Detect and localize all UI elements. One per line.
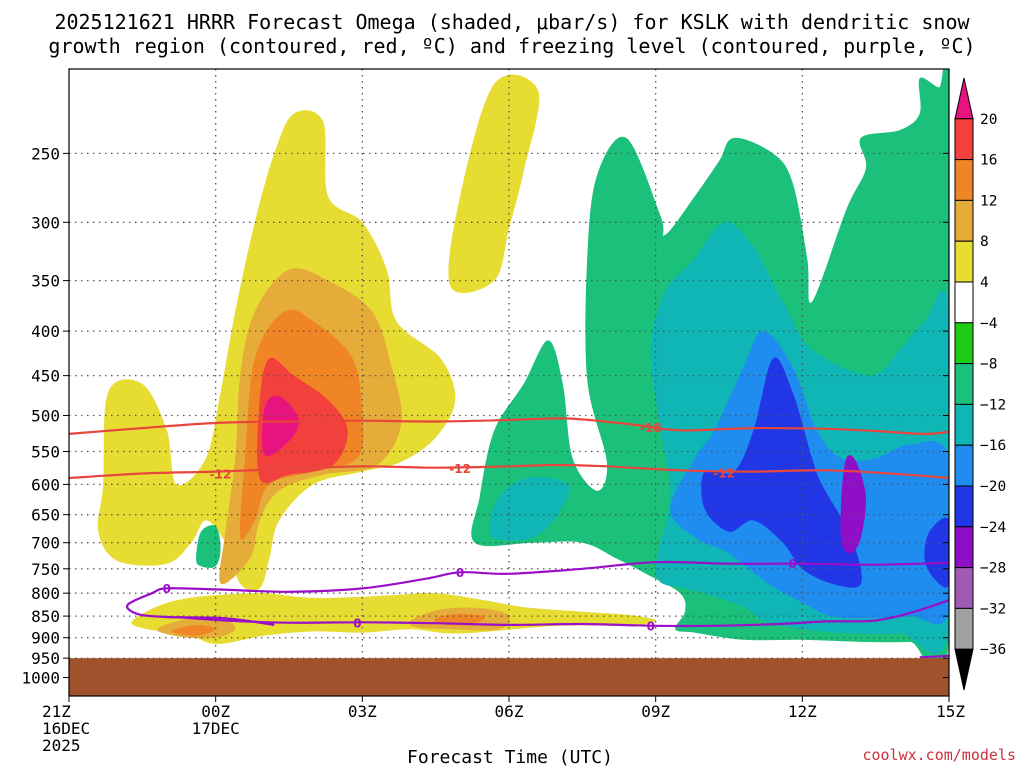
y-tick-label-400: 400: [31, 322, 60, 341]
x-axis-title: Forecast Time (UTC): [407, 747, 613, 768]
omega-region-15: [489, 477, 570, 541]
colorbar-segment-10: [954, 485, 974, 528]
colorbar-label-12: −32: [980, 601, 1006, 617]
freezing-contour-label-0-1: 0: [456, 566, 464, 580]
dendritic-growth-contours: -18 -12 -12 -12: [69, 417, 949, 482]
colorbar-label-3: 8: [980, 234, 989, 250]
colorbar-segment-6: [954, 322, 974, 365]
freezing-contour-label-1-1: 0: [647, 619, 655, 633]
colorbar-label-4: 4: [980, 275, 989, 291]
y-tick-label-650: 650: [31, 506, 60, 525]
colorbar-label-6: −8: [980, 357, 997, 373]
y-tick-label-950: 950: [31, 649, 60, 668]
omega-region-7: [171, 624, 216, 636]
colorbar-label-8: −16: [980, 438, 1006, 454]
dgz-contour-label-1-2: -12: [713, 466, 735, 480]
x-tick-label-0-2: 2025: [42, 736, 81, 755]
y-tick-label-900: 900: [31, 629, 60, 648]
y-tick-label-850: 850: [31, 607, 60, 626]
omega-region-18: [924, 517, 949, 588]
y-tick-label-750: 750: [31, 560, 60, 579]
y-tick-label-700: 700: [31, 534, 60, 553]
colorbar-segment-1: [954, 118, 974, 161]
y-tick-label-500: 500: [31, 406, 60, 425]
colorbar-segment-2: [954, 159, 974, 201]
colorbar-segment-9: [954, 444, 974, 487]
freezing-level-contours: 0 0 0 0 0: [126, 557, 949, 659]
colorbar-segment-11: [954, 526, 974, 569]
omega-region-10: [262, 395, 300, 457]
colorbar-label-2: 12: [980, 193, 997, 209]
y-tick-label-300: 300: [31, 213, 60, 232]
x-tick-label-15-0: 12Z: [788, 702, 817, 721]
y-tick-label-350: 350: [31, 272, 60, 291]
y-tick-label-550: 550: [31, 443, 60, 462]
colorbar-label-13: −36: [980, 642, 1006, 658]
x-tick-label-18-0: 15Z: [936, 702, 965, 721]
colorbar-label-10: −24: [980, 520, 1006, 536]
colorbar-label-7: −12: [980, 397, 1006, 413]
y-tick-label-250: 250: [31, 144, 60, 163]
colorbar-label-11: −28: [980, 561, 1006, 577]
chart-title-line-2: growth region (contoured, red, ºC) and f…: [48, 34, 975, 58]
omega-region-19: [840, 455, 867, 554]
colorbar-segment-8: [954, 403, 974, 446]
omega-region-17: [701, 357, 862, 588]
omega-region-2: [131, 593, 656, 645]
colorbar-segment-13: [954, 607, 974, 650]
dgz-contour-label-1-0: -12: [210, 468, 232, 482]
colorbar-label-9: −20: [980, 479, 1006, 495]
colorbar-segment-4: [954, 240, 974, 283]
colorbar-label-5: −4: [980, 316, 998, 332]
freezing-contour-label-0-2: 0: [788, 557, 796, 571]
omega-colorbar: 20 16 12 8 4 −4 −8 −12 −16 −20 −24 −28 −32 −36: [954, 77, 1006, 691]
omega-region-13: [196, 525, 221, 568]
colorbar-segment-7: [954, 363, 974, 405]
colorbar-segment-14: [954, 648, 974, 691]
colorbar-segment-3: [954, 199, 974, 242]
freezing-contour-line-2: [919, 654, 949, 659]
freezing-contour-label-1-0: 0: [353, 617, 361, 631]
freezing-contour-line-0: [126, 560, 949, 626]
x-tick-label-12-0: 09Z: [641, 702, 670, 721]
omega-shading: [97, 69, 949, 681]
colorbar-segment-0: [954, 77, 974, 120]
below-ground-mask: [69, 658, 949, 696]
colorbar-segment-5: [954, 281, 974, 324]
x-tick-label-3-1: 17DEC: [192, 719, 240, 738]
x-tick-label-9-0: 06Z: [495, 702, 524, 721]
colorbar-segment-12: [954, 567, 974, 609]
ground-fill: [69, 658, 949, 696]
pressure-axis: 250 300 350 400 450 500 550 600 650 700 750 800 850 9…: [21, 144, 949, 688]
colorbar-label-1: 16: [980, 153, 997, 169]
omega-region-11: [131, 470, 153, 525]
omega-region-1: [448, 74, 540, 293]
dgz-contour-line-1: [69, 463, 949, 480]
chart-title-line-1: 2025121621 HRRR Forecast Omega (shaded, …: [54, 10, 970, 34]
freezing-contour-line-1: [176, 599, 949, 628]
y-tick-label-600: 600: [31, 475, 60, 494]
site-credit: coolwx.com/models: [862, 746, 1016, 764]
x-tick-label-3-0: 00Z: [201, 702, 230, 721]
x-tick-label-0-1: 16DEC: [42, 719, 90, 738]
dgz-contour-label-1-1: -12: [449, 462, 471, 476]
x-tick-label-6-0: 03Z: [348, 702, 377, 721]
grid-lines: [69, 69, 949, 696]
plot-area: -18 -12 -12 -12 0 0 0 0 0: [69, 69, 949, 696]
freezing-contour-label-0-0: 0: [163, 582, 171, 596]
y-tick-label-800: 800: [31, 584, 60, 603]
dgz-contour-line-0: [69, 417, 949, 436]
colorbar-label-0: 20: [980, 112, 997, 128]
dgz-contour-label-0-0: -18: [640, 421, 662, 435]
x-tick-label-0-0: 21Z: [42, 702, 71, 721]
y-tick-label-450: 450: [31, 367, 60, 386]
y-tick-label-1000: 1000: [21, 669, 60, 688]
